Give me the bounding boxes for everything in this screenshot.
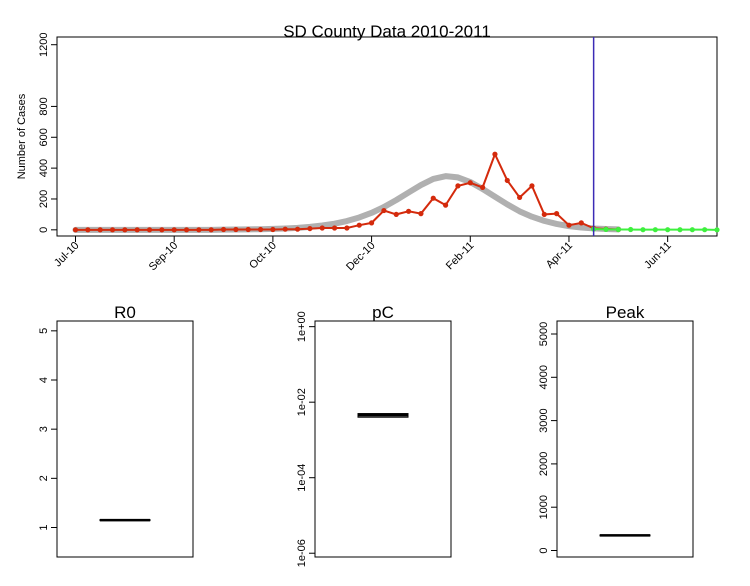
x-tick-label: Oct-10: [247, 240, 279, 272]
forecast-point: [702, 227, 708, 233]
observed-point: [504, 177, 510, 184]
forecast-point: [628, 226, 634, 233]
observed-point: [294, 226, 301, 232]
observed-point: [529, 183, 535, 189]
observed-point: [208, 227, 214, 233]
y-tick-label: 1200: [38, 32, 50, 56]
observed-point: [393, 211, 399, 218]
box-title: pC: [372, 303, 394, 322]
observed-point: [85, 227, 91, 233]
x-tick-label: Jul-10: [52, 240, 82, 270]
box-plot-pc: pC 1e-06 1e-04 1e-02 1e+00: [296, 303, 452, 567]
y-tick-label: 2: [38, 475, 50, 481]
observed-point: [492, 151, 498, 157]
box-frame: [556, 320, 694, 558]
box-plot-r0: R0 1 2 3 4 5: [38, 303, 194, 558]
x-tick-label: Feb-11: [444, 240, 477, 273]
y-tick-label: 1: [38, 524, 50, 530]
observed-point: [430, 195, 436, 201]
y-tick-label: 1e-02: [296, 388, 308, 416]
y-axis-label: Number of Cases: [16, 93, 28, 179]
observed-point: [381, 207, 387, 214]
box-frame: [314, 320, 452, 558]
fit-curve: [72, 173, 622, 233]
y-tick-label: 3000: [538, 408, 550, 432]
observed-point: [220, 226, 227, 233]
observed-point: [554, 211, 560, 217]
chart-title: SD County Data 2010-2011: [283, 22, 491, 41]
observed-point: [183, 227, 190, 233]
observed-point: [171, 227, 177, 233]
forecast-point: [603, 226, 609, 232]
forecast-point: [665, 227, 671, 233]
observed-point: [270, 226, 276, 233]
y-tick-label: 1e-04: [296, 464, 308, 492]
observed-point: [245, 226, 251, 233]
x-tick-label: Dec-10: [344, 240, 378, 274]
box-title: R0: [114, 303, 136, 322]
y-tick-label: 4: [38, 377, 50, 383]
y-tick-label: 3: [38, 426, 50, 432]
observed-point: [146, 227, 153, 233]
y-tick-label: 5: [38, 328, 50, 334]
y-tick-label: 600: [38, 128, 50, 146]
observed-point: [134, 227, 140, 233]
forecast-point: [714, 227, 720, 233]
forecast-point: [652, 227, 658, 233]
observed-point: [467, 180, 473, 186]
forecast-point: [640, 227, 646, 233]
observed-point: [368, 220, 375, 226]
observed-point: [517, 194, 523, 201]
observed-point: [455, 183, 461, 189]
y-tick-label: 1e+00: [296, 311, 308, 342]
x-tick-label: Apr-11: [544, 240, 575, 271]
x-tick-label: Sep-10: [147, 240, 181, 274]
y-tick-label: 200: [38, 190, 50, 208]
y-tick-label: 1000: [538, 495, 550, 519]
y-tick-label: 2000: [538, 452, 550, 476]
y-tick-label: 5000: [538, 322, 550, 346]
box-title: Peak: [606, 303, 645, 322]
observed-point: [282, 226, 288, 232]
y-tick-label: 0: [38, 227, 50, 233]
observed-point: [356, 222, 362, 228]
observed-point: [122, 227, 128, 233]
y-tick-label: 0: [538, 547, 550, 553]
observed-point: [307, 225, 313, 232]
observed-point: [97, 227, 103, 233]
observed-point: [159, 227, 165, 233]
observed-point: [72, 227, 79, 233]
observed-point: [109, 227, 116, 233]
observed-point: [344, 225, 350, 231]
observed-point: [196, 227, 202, 233]
y-tick-label: 4000: [538, 365, 550, 389]
observed-point: [442, 202, 449, 208]
forecast-point: [615, 226, 621, 233]
x-tick-label: Jun-11: [642, 240, 674, 272]
plot-frame: [56, 36, 718, 237]
y-tick-label: 800: [38, 97, 50, 115]
y-tick-label: 1e-06: [296, 539, 308, 567]
observed-point: [578, 220, 584, 226]
observed-point: [566, 222, 572, 228]
observed-point: [480, 184, 486, 191]
y-tick-label: 400: [38, 159, 50, 177]
forecast-point: [677, 227, 683, 233]
observed-point: [541, 211, 547, 218]
observed-point: [405, 208, 412, 214]
box-frame: [56, 320, 194, 558]
observed-point: [418, 211, 424, 217]
observed-point: [233, 226, 239, 233]
main-plot: SD County Data 2010-2011 Number of Cases 0…: [16, 22, 720, 273]
observed-point: [331, 225, 338, 231]
forecast-point: [689, 227, 695, 233]
observed-point: [319, 225, 325, 231]
box-plot-peak: Peak 0 1000 2000 3000 4000 5000: [538, 303, 694, 558]
observed-point: [257, 226, 264, 233]
